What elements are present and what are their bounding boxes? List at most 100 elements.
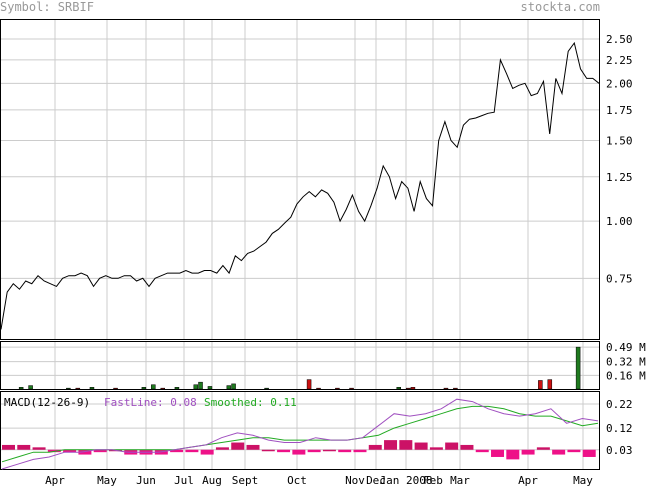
x-axis-label: Jul xyxy=(174,474,194,486)
price-tick-label: 1.00 xyxy=(606,215,633,228)
price-tick-label: 1.75 xyxy=(606,104,633,117)
x-axis-label: Dec xyxy=(366,474,386,486)
macd-histogram-bar xyxy=(521,449,535,455)
x-axis-label: May xyxy=(97,474,117,486)
volume-bar xyxy=(547,379,553,390)
macd-histogram-bar xyxy=(567,449,581,453)
price-tick-label: 2.25 xyxy=(606,54,633,67)
site-link[interactable]: stockta.com xyxy=(520,0,600,14)
macd-histogram-bar xyxy=(384,440,398,450)
macd-histogram-bar xyxy=(582,449,596,457)
macd-fast-label: FastLine: 0.08 xyxy=(104,396,197,409)
macd-histogram-bar xyxy=(93,449,107,453)
macd-histogram-bar xyxy=(215,447,229,450)
x-axis-label: May xyxy=(573,474,593,486)
macd-histogram-bar xyxy=(491,449,505,457)
price-tick-label: 2.00 xyxy=(606,77,633,90)
volume-bar xyxy=(89,387,95,390)
macd-histogram-bar xyxy=(414,442,428,450)
volume-panel-frame xyxy=(0,341,600,390)
volume-bar xyxy=(193,384,199,390)
volume-bar xyxy=(538,380,543,390)
macd-histogram-bar xyxy=(475,449,489,453)
volume-bar xyxy=(198,381,203,390)
price-line xyxy=(0,41,600,330)
x-axis-label: Jan 2008 xyxy=(380,474,433,486)
price-panel-frame xyxy=(0,19,600,340)
volume-bar xyxy=(141,387,147,390)
volume-bar xyxy=(405,387,411,390)
macd-histogram-bar xyxy=(78,449,92,455)
volume-tick-label: 0.32 M xyxy=(606,356,646,369)
volume-bar xyxy=(113,387,118,390)
x-axis-label: Sept xyxy=(232,474,259,486)
price-tick-label: 2.50 xyxy=(606,33,633,46)
x-axis-label: Apr xyxy=(518,474,538,486)
x-axis-label: Feb xyxy=(423,474,443,486)
volume-bar xyxy=(18,387,24,390)
macd-histogram-bar xyxy=(231,442,245,450)
price-tick-label: 0.75 xyxy=(606,272,633,285)
symbol-label: Symbol: SRBIF xyxy=(0,0,94,14)
macd-histogram-bar xyxy=(277,449,291,453)
volume-tick-label: 0.16 M xyxy=(606,369,646,382)
macd-histogram-bar xyxy=(17,444,31,450)
macd-histogram-bar xyxy=(338,449,352,453)
volume-bar xyxy=(28,385,33,390)
macd-histogram-bar xyxy=(170,449,184,453)
price-tick-label: 1.25 xyxy=(606,171,633,184)
price-tick-label: 1.50 xyxy=(606,135,633,148)
macd-histogram-bar xyxy=(368,444,382,450)
macd-histogram-bar xyxy=(63,449,77,453)
macd-histogram-bar xyxy=(552,449,566,455)
volume-tick-label: 0.49 M xyxy=(606,341,646,354)
macd-histogram-bar xyxy=(322,449,336,452)
macd-histogram-bar xyxy=(460,444,474,450)
macd-histogram-bar xyxy=(32,447,46,450)
macd-fast-line xyxy=(1,398,599,470)
x-axis-label: Nov xyxy=(345,474,365,486)
x-axis-label: Oct xyxy=(287,474,307,486)
volume-bar xyxy=(66,387,71,390)
volume-bar xyxy=(396,387,402,390)
volume-bar xyxy=(174,387,180,390)
volume-bar xyxy=(151,384,156,390)
volume-bar xyxy=(316,387,321,390)
chart-grid xyxy=(0,20,600,469)
macd-tick-label: 0.03 xyxy=(606,444,633,457)
volume-bar xyxy=(231,383,236,390)
macd-smooth-label: Smoothed: 0.11 xyxy=(204,396,297,409)
macd-histogram-bar xyxy=(429,447,443,450)
macd-histogram-bar xyxy=(353,449,367,453)
volume-bar xyxy=(306,379,312,390)
macd-tick-label: 0.12 xyxy=(606,422,633,435)
volume-bar xyxy=(75,387,81,390)
macd-histogram-bar xyxy=(292,449,306,455)
macd-histogram-bar xyxy=(200,449,214,455)
volume-bar xyxy=(453,387,458,390)
volume-bar xyxy=(410,387,416,390)
macd-histogram-bar xyxy=(399,440,413,450)
x-axis-label: Jun xyxy=(136,474,156,486)
volume-bar xyxy=(264,387,269,390)
macd-histogram-bar xyxy=(2,444,15,450)
x-axis-label: Mar xyxy=(450,474,470,486)
macd-panel-frame xyxy=(0,391,600,470)
volume-bar xyxy=(207,386,213,390)
macd-name-label: MACD(12-26-9) xyxy=(4,396,90,409)
volume-bar xyxy=(335,387,340,390)
volume-bar xyxy=(226,385,232,390)
macd-histogram-bar xyxy=(246,444,260,450)
macd-histogram-bar xyxy=(445,442,459,450)
macd-histogram-bar xyxy=(506,449,520,460)
volume-bar xyxy=(160,387,166,390)
x-axis-label: Aug xyxy=(202,474,222,486)
macd-tick-label: 0.22 xyxy=(606,398,633,411)
macd-histogram-bar xyxy=(185,449,199,453)
x-axis-label: Apr xyxy=(45,474,65,486)
volume-bar xyxy=(575,346,581,390)
macd-histogram-bar xyxy=(536,447,550,450)
volume-bar xyxy=(443,387,449,390)
macd-histogram-bar xyxy=(307,449,321,453)
